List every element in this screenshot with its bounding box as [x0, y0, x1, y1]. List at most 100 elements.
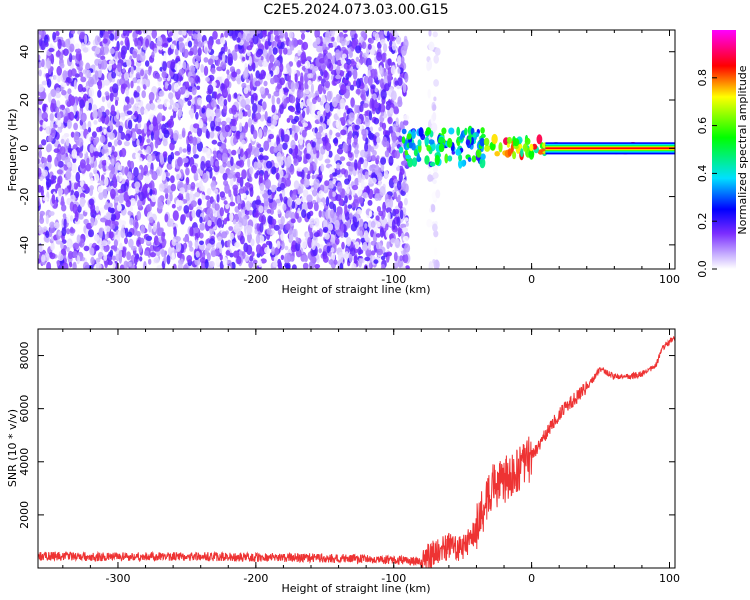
heatmap-cell — [108, 132, 115, 140]
heatmap-cell — [118, 249, 123, 259]
heatmap-cell — [69, 43, 75, 53]
heatmap-cell — [404, 149, 408, 156]
heatmap-cell — [343, 112, 347, 120]
heatmap-cell — [78, 71, 84, 78]
heatmap-cell — [171, 252, 175, 261]
heatmap-cell — [229, 252, 234, 258]
heatmap-cell — [259, 222, 264, 233]
heatmap-cell — [117, 139, 122, 146]
heatmap-cell — [203, 65, 209, 76]
heatmap-cell — [407, 157, 414, 168]
heatmap-cell — [86, 157, 90, 165]
heatmap-cell — [425, 127, 432, 135]
heatmap-cell — [139, 51, 146, 63]
heatmap-cell — [211, 100, 217, 108]
figure-title: C2E5.2024.073.03.00.G15 — [263, 2, 448, 18]
heatmap-cell — [197, 34, 203, 43]
heatmap-cell — [374, 164, 380, 176]
heatmap-cell — [300, 32, 306, 41]
heatmap-cell — [271, 192, 275, 199]
heatmap-cell — [210, 250, 217, 258]
heatmap-cell — [536, 134, 543, 145]
heatmap-cell — [211, 67, 216, 75]
heatmap-cell — [223, 103, 228, 114]
heatmap-cell — [241, 139, 246, 145]
heatmap-cell — [193, 123, 200, 129]
heatmap-cell — [424, 155, 430, 165]
heatmap-cell — [90, 256, 95, 265]
heatmap-cell — [222, 256, 228, 267]
heatmap-cell — [60, 138, 65, 144]
heatmap-cell — [89, 247, 95, 255]
heatmap-cell — [172, 30, 179, 40]
heatmap-cell — [166, 254, 171, 265]
heatmap-cell — [114, 99, 119, 106]
heatmap-cell — [332, 138, 338, 144]
heatmap-cell — [249, 255, 254, 262]
heatmap-cell — [55, 50, 61, 57]
heatmap-cell — [332, 178, 336, 185]
heatmap-cell — [178, 37, 184, 42]
heatmap-cell — [334, 49, 341, 60]
heatmap-cell — [289, 95, 296, 104]
heatmap-cell — [255, 199, 262, 205]
heatmap-cell — [193, 171, 199, 182]
heatmap-cell — [140, 69, 145, 77]
heatmap-cell — [161, 123, 166, 134]
heatmap-cell — [365, 50, 369, 58]
heatmap-cell — [88, 102, 92, 111]
heatmap-cell — [94, 244, 100, 251]
heatmap-cell — [95, 262, 102, 269]
heatmap-cell — [264, 247, 270, 254]
heatmap-cell — [91, 131, 97, 139]
heatmap-cell — [341, 40, 345, 47]
heatmap-cell — [38, 54, 41, 61]
heatmap-cell — [178, 42, 186, 53]
heatmap-cell — [97, 36, 101, 43]
heatmap-cell — [355, 45, 362, 54]
heatmap-cell — [251, 62, 256, 70]
heatmap-cell — [241, 169, 247, 180]
heatmap-cell — [400, 160, 408, 166]
heatmap-cell — [261, 48, 268, 57]
heatmap-cell — [231, 104, 237, 115]
heatmap-cell — [353, 149, 360, 155]
heatmap-cell — [195, 75, 200, 84]
heatmap-cell — [136, 85, 141, 93]
heatmap-cell — [100, 55, 106, 61]
heatmap-cell — [192, 144, 197, 155]
heatmap-cell — [177, 157, 183, 167]
heatmap-cell — [130, 80, 134, 89]
heatmap-cell — [210, 155, 214, 167]
heatmap-cell — [258, 128, 263, 139]
heatmap-cell — [404, 217, 409, 222]
heatmap-cell — [251, 251, 255, 257]
heatmap-cell — [85, 228, 89, 239]
heatmap-cell — [189, 108, 195, 119]
heatmap-cell — [200, 64, 205, 73]
heatmap-cell — [254, 212, 260, 218]
heatmap-cell — [53, 75, 59, 81]
heatmap-cell — [146, 138, 151, 144]
heatmap-cell — [118, 194, 124, 204]
heatmap-cell — [276, 151, 282, 163]
heatmap-cell — [101, 115, 105, 124]
heatmap-cell — [132, 50, 138, 59]
heatmap-cell — [274, 35, 280, 42]
heatmap-cell — [380, 89, 387, 100]
heatmap-cell — [212, 150, 217, 156]
heatmap-cell — [134, 255, 138, 266]
heatmap-cell — [236, 177, 242, 184]
heatmap-cell — [402, 235, 409, 242]
heatmap-cell — [202, 111, 207, 120]
heatmap-cell — [328, 150, 333, 158]
heatmap-cell — [103, 254, 108, 261]
heatmap-cell — [238, 122, 243, 133]
heatmap-cell — [242, 32, 246, 42]
y-tick-label: -20 — [18, 188, 31, 206]
heatmap-cell — [246, 45, 253, 51]
heatmap-cell — [480, 153, 486, 160]
heatmap-cell — [206, 188, 212, 196]
heatmap-cell — [71, 149, 78, 159]
